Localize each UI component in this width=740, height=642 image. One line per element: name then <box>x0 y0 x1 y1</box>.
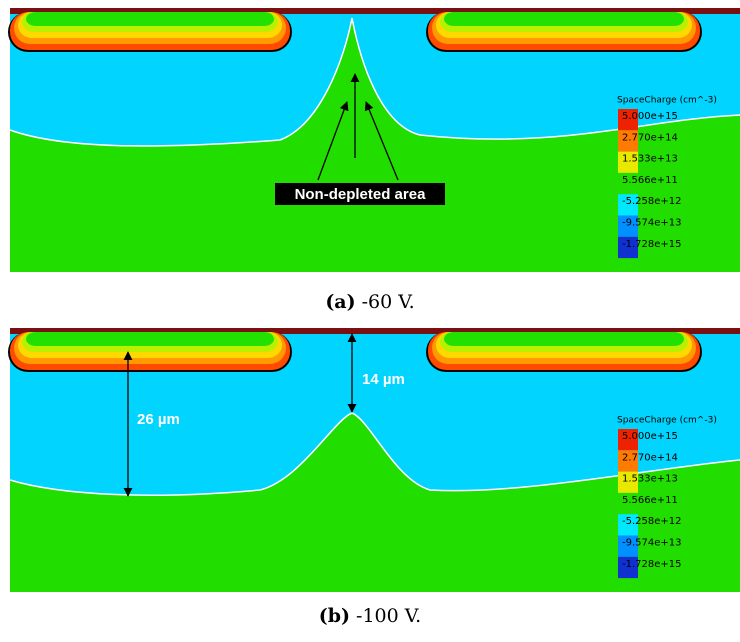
annotation: Non-depleted area <box>295 186 427 203</box>
colorbar-swatch <box>618 429 638 451</box>
colorbar-swatch <box>618 514 638 536</box>
colorbar-label: 2.770e+14 <box>622 132 678 143</box>
colorbar-label: -5.258e+12 <box>622 196 682 207</box>
colorbar-swatch <box>618 194 638 216</box>
colorbar-title: SpaceCharge (cm^-3) <box>617 96 717 106</box>
panel-b: SpaceCharge (cm^-3) 5.000e+15 2.770e+14 1.5… <box>8 328 740 627</box>
colorbar-title: SpaceCharge (cm^-3) <box>617 416 717 426</box>
label-box <box>275 183 445 205</box>
arrow <box>364 101 399 181</box>
depletion-edge <box>9 412 740 496</box>
caption-text: -60 V. <box>362 291 415 313</box>
caption-label: (b) <box>319 605 350 627</box>
colorbar-swatch <box>618 450 638 472</box>
colorbar-swatch <box>618 471 638 493</box>
colorbar-swatch <box>618 535 638 557</box>
annotation: 26 µm <box>137 411 180 428</box>
caption-label: (a) <box>325 291 355 313</box>
colorbar-label: -1.728e+15 <box>622 559 682 570</box>
colorbar-swatch <box>618 109 638 131</box>
colorbar-swatch <box>618 172 638 195</box>
colorbar-swatch <box>618 556 638 579</box>
oxide <box>10 8 740 14</box>
oxide <box>10 328 740 334</box>
caption: (a) -60 V. <box>325 291 414 313</box>
caption: (b) -100 V. <box>319 605 421 627</box>
colorbar-label: 1.533e+13 <box>622 154 678 165</box>
colorbar-swatch <box>618 215 638 237</box>
arrow <box>317 101 349 181</box>
colorbar-label: 5.000e+15 <box>622 111 678 122</box>
colorbar-label: -9.574e+13 <box>622 218 682 229</box>
colorbar-label: 5.566e+11 <box>622 495 678 506</box>
colorbar-swatch <box>618 236 638 259</box>
colorbar-label: 1.533e+13 <box>622 474 678 485</box>
implant <box>444 12 684 26</box>
colorbar-swatch <box>618 492 638 515</box>
colorbar-label: -5.258e+12 <box>622 516 682 527</box>
implant <box>26 12 274 26</box>
colorbar-label: -1.728e+15 <box>622 239 682 250</box>
colorbar-label: 5.566e+11 <box>622 175 678 186</box>
panel-a: SpaceCharge (cm^-3) 5.000e+15 2.770e+14 1.5… <box>8 8 740 313</box>
annotation: 14 µm <box>362 371 405 388</box>
colorbar-label: 5.000e+15 <box>622 431 678 442</box>
colorbar-label: -9.574e+13 <box>622 538 682 549</box>
implant <box>444 332 684 346</box>
depletion-edge <box>9 17 740 147</box>
implant <box>26 332 274 346</box>
colorbar-swatch <box>618 130 638 152</box>
colorbar-label: 2.770e+14 <box>622 452 678 463</box>
colorbar-swatch <box>618 151 638 173</box>
caption-text: -100 V. <box>356 605 421 627</box>
